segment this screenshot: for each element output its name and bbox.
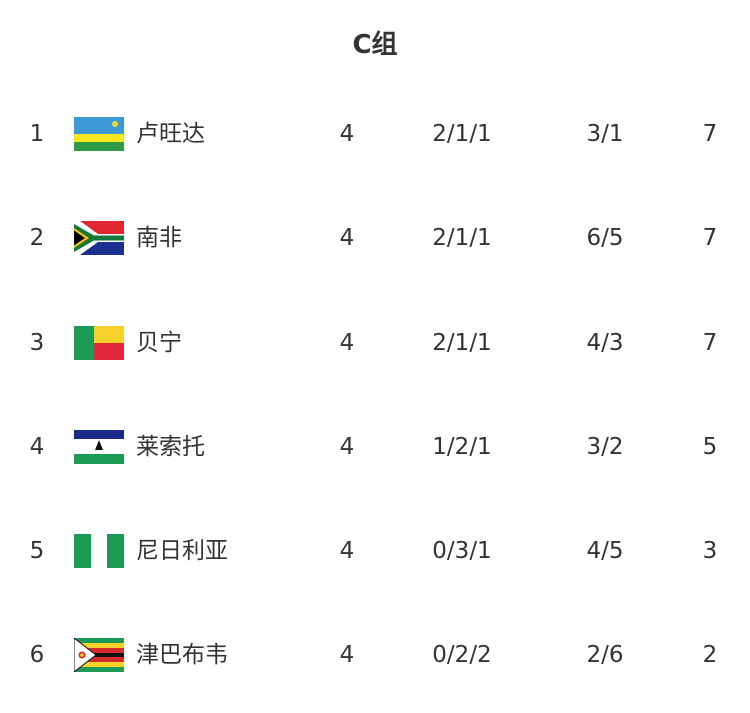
goals-cell: 4/3 bbox=[586, 330, 624, 356]
table-row[interactable]: 2 南非 4 2/1/1 6/5 7 bbox=[0, 218, 750, 258]
team-name: 莱索托 bbox=[136, 434, 205, 460]
rwanda-flag-icon bbox=[74, 117, 124, 151]
played-cell: 4 bbox=[339, 121, 355, 147]
points-cell: 2 bbox=[702, 642, 718, 668]
win-draw-loss-cell: 2/1/1 bbox=[432, 330, 492, 356]
team-name: 尼日利亚 bbox=[136, 538, 228, 564]
played-cell: 4 bbox=[339, 538, 355, 564]
rank-cell: 1 bbox=[29, 121, 45, 147]
points-cell: 7 bbox=[702, 330, 718, 356]
rank-cell: 3 bbox=[29, 330, 45, 356]
team-name: 贝宁 bbox=[136, 330, 182, 356]
goals-cell: 6/5 bbox=[586, 225, 624, 251]
table-row[interactable]: 5 尼日利亚 4 0/3/1 4/5 3 bbox=[0, 531, 750, 571]
goals-cell: 3/2 bbox=[586, 434, 624, 460]
goals-cell: 3/1 bbox=[586, 121, 624, 147]
win-draw-loss-cell: 0/3/1 bbox=[432, 538, 492, 564]
rank-cell: 2 bbox=[29, 225, 45, 251]
rank-cell: 6 bbox=[29, 642, 45, 668]
points-cell: 7 bbox=[702, 121, 718, 147]
win-draw-loss-cell: 2/1/1 bbox=[432, 225, 492, 251]
team-name: 津巴布韦 bbox=[136, 642, 228, 668]
benin-flag-icon bbox=[74, 326, 124, 360]
goals-cell: 4/5 bbox=[586, 538, 624, 564]
south-africa-flag-icon bbox=[74, 221, 124, 255]
points-cell: 3 bbox=[702, 538, 718, 564]
played-cell: 4 bbox=[339, 642, 355, 668]
played-cell: 4 bbox=[339, 225, 355, 251]
team-name: 卢旺达 bbox=[136, 121, 205, 147]
points-cell: 7 bbox=[702, 225, 718, 251]
win-draw-loss-cell: 2/1/1 bbox=[432, 121, 492, 147]
lesotho-flag-icon bbox=[74, 430, 124, 464]
points-cell: 5 bbox=[702, 434, 718, 460]
team-name: 南非 bbox=[136, 225, 182, 251]
group-title: C组 bbox=[352, 30, 398, 60]
rank-cell: 4 bbox=[29, 434, 45, 460]
win-draw-loss-cell: 0/2/2 bbox=[432, 642, 492, 668]
table-row[interactable]: 1 卢旺达 4 2/1/1 3/1 7 bbox=[0, 114, 750, 154]
rank-cell: 5 bbox=[29, 538, 45, 564]
win-draw-loss-cell: 1/2/1 bbox=[432, 434, 492, 460]
table-row[interactable]: 3 贝宁 4 2/1/1 4/3 7 bbox=[0, 323, 750, 363]
played-cell: 4 bbox=[339, 330, 355, 356]
table-row[interactable]: 6 津巴布韦 4 0/2/2 2/6 2 bbox=[0, 635, 750, 675]
table-row[interactable]: 4 莱索托 4 1/2/1 3/2 5 bbox=[0, 427, 750, 467]
nigeria-flag-icon bbox=[74, 534, 124, 568]
played-cell: 4 bbox=[339, 434, 355, 460]
goals-cell: 2/6 bbox=[586, 642, 624, 668]
zimbabwe-flag-icon bbox=[73, 636, 124, 674]
